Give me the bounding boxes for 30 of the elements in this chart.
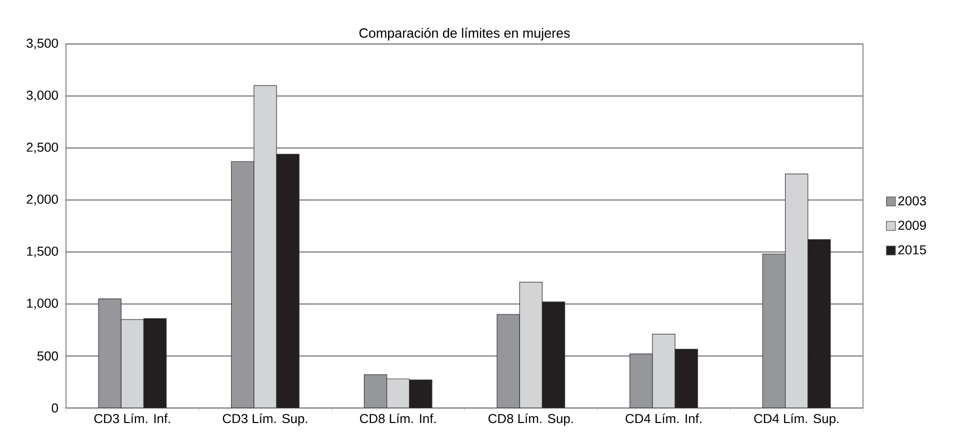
bar [785,174,808,408]
bar [652,334,676,408]
legend-label: 2009 [898,220,926,230]
bar [674,348,698,408]
chart-title: Comparación de límites en mujeres [359,28,570,40]
x-tick-label: CD4 Lím. Inf. [626,414,702,424]
y-tick-label: 2,000 [26,194,58,206]
y-tick-label: 3,000 [26,90,58,102]
bar [542,302,566,408]
bar [386,378,410,408]
bar [519,282,543,408]
x-tick-label: CD4 Lím. Sup. [754,414,838,426]
x-tick-label: CD8 Lím. Inf. [360,414,436,424]
bar [808,239,831,408]
bar [409,380,432,408]
y-tick-label: 3,500 [26,38,58,50]
bar [143,318,167,408]
bar [254,85,277,408]
x-tick-label: CD8 Lím. Sup. [488,414,573,426]
legend-label: 2003 [898,196,926,206]
bar [120,319,144,408]
y-tick-label: 1,500 [27,246,58,258]
legend-label: 2015 [898,245,926,254]
bar [276,154,300,408]
y-tick-label: 500 [37,351,58,361]
x-tick-label: CD3 Lím. Sup. [222,414,308,426]
y-tick-label: 0 [52,403,58,413]
x-tick-label: CD3 Lím. Inf. [94,414,170,424]
y-tick-label: 1,000 [27,298,58,310]
y-tick-label: 2,500 [26,142,58,154]
